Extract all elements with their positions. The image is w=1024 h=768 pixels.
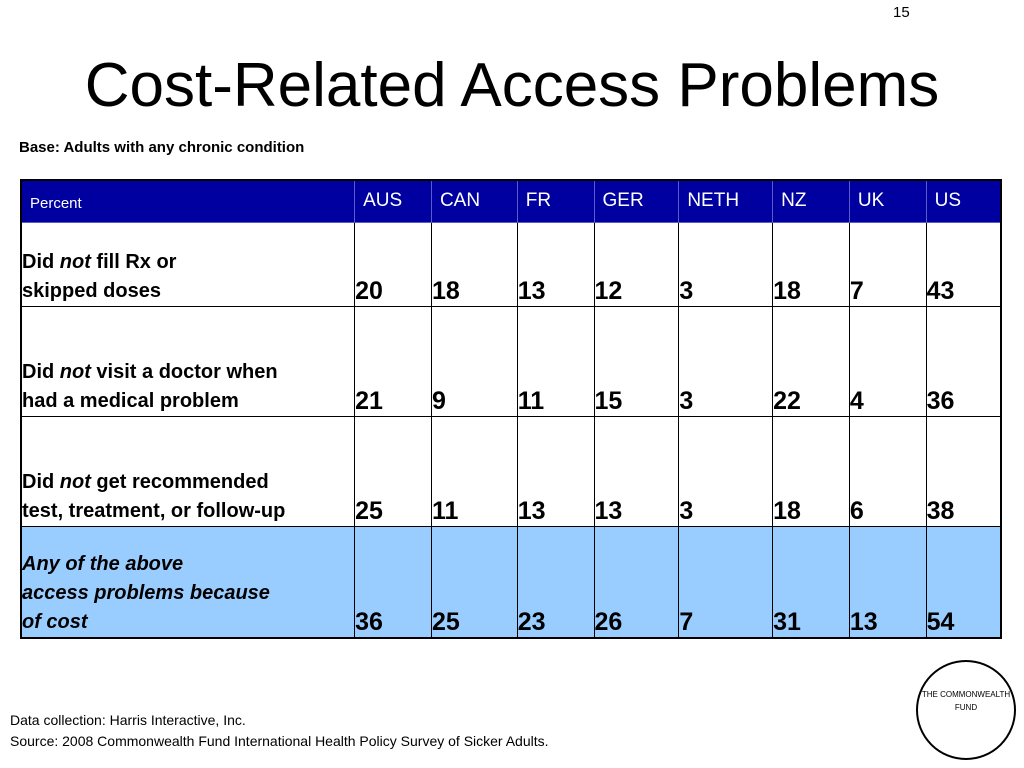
table-cell: 26 xyxy=(593,525,680,639)
summary-row: Any of the above access problems because… xyxy=(20,525,1002,639)
table-cell: 25 xyxy=(430,525,518,639)
access-problems-table: Percent AUS CAN FR GER NETH NZ UK US Did… xyxy=(20,179,1002,639)
table-cell: 12 xyxy=(593,221,680,307)
table-cell: 23 xyxy=(516,525,595,639)
table-cell: 3 xyxy=(678,221,774,307)
data-collection-note: Data collection: Harris Interactive, Inc… xyxy=(10,712,246,728)
table-header-row: Percent AUS CAN FR GER NETH NZ UK US xyxy=(20,179,1002,223)
table-cell: 18 xyxy=(772,415,850,527)
table-cell: 3 xyxy=(678,305,774,417)
row-label: Did not visit a doctor when had a medica… xyxy=(20,305,356,417)
column-header-uk: UK xyxy=(848,179,927,223)
table-cell: 15 xyxy=(593,305,680,417)
table-cell: 22 xyxy=(772,305,850,417)
row-label: Did not fill Rx or skipped doses xyxy=(20,221,356,307)
source-note: Source: 2008 Commonwealth Fund Internati… xyxy=(10,733,549,749)
logo-line-1: THE COMMONWEALTH xyxy=(921,690,1011,699)
table-cell: 36 xyxy=(925,305,1002,417)
table-cell: 18 xyxy=(772,221,850,307)
slide-title: Cost-Related Access Problems xyxy=(84,51,940,120)
table-cell: 21 xyxy=(354,305,432,417)
column-header-aus: AUS xyxy=(354,179,432,223)
table-cell: 13 xyxy=(848,525,927,639)
table-cell: 7 xyxy=(848,221,927,307)
table-cell: 38 xyxy=(925,415,1002,527)
percent-header: Percent xyxy=(20,179,356,223)
table-cell: 13 xyxy=(516,221,595,307)
column-header-us: US xyxy=(925,179,1002,223)
table-row: Did not visit a doctor when had a medica… xyxy=(20,305,1002,417)
commonwealth-fund-logo: THE COMMONWEALTH FUND xyxy=(916,660,1016,760)
column-header-can: CAN xyxy=(430,179,518,223)
table-row: Did not fill Rx or skipped doses 20 18 1… xyxy=(20,221,1002,307)
table-cell: 6 xyxy=(848,415,927,527)
table-cell: 25 xyxy=(354,415,432,527)
table-cell: 13 xyxy=(516,415,595,527)
column-header-neth: NETH xyxy=(678,179,774,223)
table-cell: 11 xyxy=(516,305,595,417)
table-cell: 18 xyxy=(430,221,518,307)
table-cell: 36 xyxy=(354,525,432,639)
base-note: Base: Adults with any chronic condition xyxy=(19,139,305,156)
table-cell: 54 xyxy=(925,525,1002,639)
row-label: Any of the above access problems because… xyxy=(20,525,356,639)
table-cell: 20 xyxy=(354,221,432,307)
table-cell: 3 xyxy=(678,415,774,527)
table-cell: 43 xyxy=(925,221,1002,307)
logo-line-2: FUND xyxy=(954,703,978,712)
table-cell: 4 xyxy=(848,305,927,417)
row-label: Did not get recommended test, treatment,… xyxy=(20,415,356,527)
table-cell: 9 xyxy=(430,305,518,417)
column-header-ger: GER xyxy=(593,179,680,223)
table-cell: 11 xyxy=(430,415,518,527)
column-header-nz: NZ xyxy=(772,179,850,223)
table-cell: 13 xyxy=(593,415,680,527)
table-cell: 31 xyxy=(772,525,850,639)
column-header-fr: FR xyxy=(516,179,595,223)
table-row: Did not get recommended test, treatment,… xyxy=(20,415,1002,527)
table-cell: 7 xyxy=(678,525,774,639)
page-number: 15 xyxy=(893,4,910,21)
